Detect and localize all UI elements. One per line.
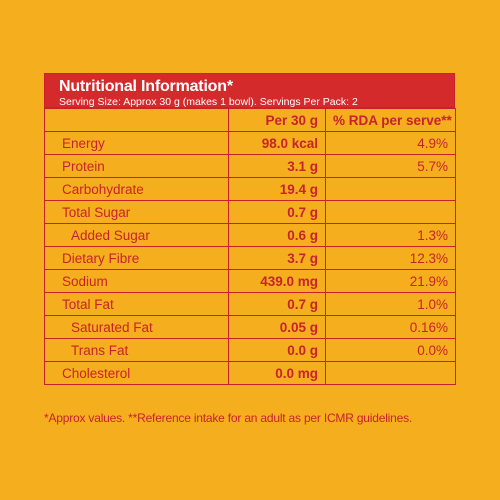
nutrient-name: Total Fat: [44, 292, 229, 316]
nutrient-name: Dietary Fibre: [44, 246, 229, 270]
nutrient-value: 3.1 g: [228, 154, 326, 178]
nutrient-rda: 21.9%: [325, 269, 456, 293]
table-row: Protein 3.1 g 5.7%: [44, 154, 456, 178]
table-row: Carbohydrate 19.4 g: [44, 177, 456, 201]
table-row: Total Fat 0.7 g 1.0%: [44, 292, 456, 316]
nutrient-rda: 0.0%: [325, 338, 456, 362]
nutrient-name: Energy: [44, 131, 229, 155]
nutrient-value: 98.0 kcal: [228, 131, 326, 155]
nutrient-name: Total Sugar: [44, 200, 229, 224]
nutrient-name: Carbohydrate: [44, 177, 229, 201]
nutrient-rda: [325, 361, 456, 385]
nutrient-rda: 4.9%: [325, 131, 456, 155]
table-row: Sodium 439.0 mg 21.9%: [44, 269, 456, 293]
nutrient-value: 0.0 g: [228, 338, 326, 362]
nutrient-rda: [325, 200, 456, 224]
nutrient-name: Cholesterol: [44, 361, 229, 385]
nutrition-title: Nutritional Information*: [59, 78, 233, 95]
nutrient-value: 0.7 g: [228, 200, 326, 224]
nutrient-value: 0.6 g: [228, 223, 326, 247]
nutrient-value: 19.4 g: [228, 177, 326, 201]
table-row: Dietary Fibre 3.7 g 12.3%: [44, 246, 456, 270]
nutrient-rda: 0.16%: [325, 315, 456, 339]
nutrient-rda: 1.0%: [325, 292, 456, 316]
nutrient-value: 3.7 g: [228, 246, 326, 270]
nutrition-table: Per 30 g % RDA per serve** Energy 98.0 kc…: [44, 108, 456, 385]
nutrient-value: 0.7 g: [228, 292, 326, 316]
per-serving-column-header: Per 30 g: [228, 108, 326, 132]
nutrient-name: Added Sugar: [44, 223, 229, 247]
nutrient-value: 0.05 g: [228, 315, 326, 339]
nutrition-panel: Nutritional Information* Serving Size: A…: [44, 73, 456, 385]
nutrient-name: Protein: [44, 154, 229, 178]
nutrient-value: 0.0 mg: [228, 361, 326, 385]
nutrient-value: 439.0 mg: [228, 269, 326, 293]
nutrient-rda: 1.3%: [325, 223, 456, 247]
nutrition-header: Nutritional Information* Serving Size: A…: [44, 73, 455, 108]
table-row: Energy 98.0 kcal 4.9%: [44, 131, 456, 155]
nutrient-name: Saturated Fat: [44, 315, 229, 339]
serving-size-text: Serving Size: Approx 30 g (makes 1 bowl)…: [59, 96, 358, 108]
nutrient-rda: [325, 177, 456, 201]
table-row: Added Sugar 0.6 g 1.3%: [44, 223, 456, 247]
table-row: Total Sugar 0.7 g: [44, 200, 456, 224]
rda-column-header: % RDA per serve**: [325, 108, 456, 132]
nutrient-rda: 12.3%: [325, 246, 456, 270]
nutrient-name: Sodium: [44, 269, 229, 293]
table-header-row: Per 30 g % RDA per serve**: [44, 108, 456, 132]
nutrient-rda: 5.7%: [325, 154, 456, 178]
table-row: Cholesterol 0.0 mg: [44, 361, 456, 385]
nutrient-column-header: [44, 108, 229, 132]
table-row: Saturated Fat 0.05 g 0.16%: [44, 315, 456, 339]
footnote: *Approx values. **Reference intake for a…: [44, 411, 413, 425]
nutrient-name: Trans Fat: [44, 338, 229, 362]
table-row: Trans Fat 0.0 g 0.0%: [44, 338, 456, 362]
